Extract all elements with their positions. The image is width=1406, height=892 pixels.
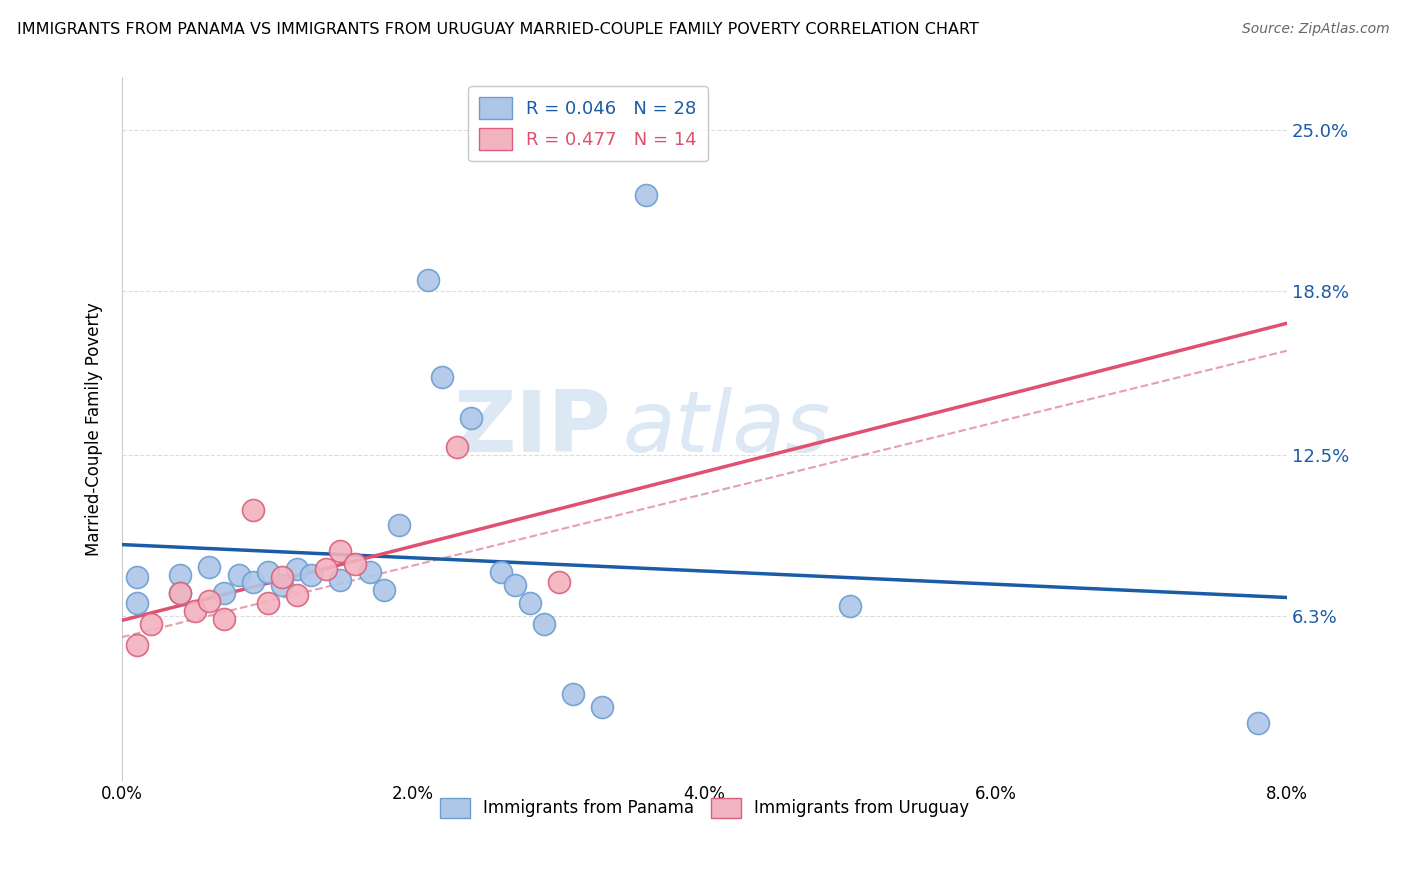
Point: [1246, 716, 1268, 731]
Point: [503, 578, 526, 592]
Point: [212, 586, 235, 600]
Point: [256, 596, 278, 610]
Point: [489, 565, 512, 579]
Legend: Immigrants from Panama, Immigrants from Uruguay: Immigrants from Panama, Immigrants from …: [433, 791, 976, 825]
Point: [198, 559, 221, 574]
Point: [271, 570, 294, 584]
Point: [228, 567, 250, 582]
Text: atlas: atlas: [623, 387, 831, 470]
Point: [242, 575, 264, 590]
Point: [519, 596, 541, 610]
Point: [184, 604, 207, 618]
Point: [169, 567, 191, 582]
Point: [329, 544, 352, 558]
Point: [141, 617, 163, 632]
Point: [839, 599, 862, 613]
Point: [547, 575, 569, 590]
Point: [212, 612, 235, 626]
Text: Source: ZipAtlas.com: Source: ZipAtlas.com: [1241, 22, 1389, 37]
Point: [562, 687, 585, 701]
Point: [359, 565, 381, 579]
Point: [432, 369, 454, 384]
Point: [329, 573, 352, 587]
Point: [592, 700, 614, 714]
Point: [242, 502, 264, 516]
Point: [125, 638, 148, 652]
Y-axis label: Married-Couple Family Poverty: Married-Couple Family Poverty: [86, 302, 103, 556]
Point: [460, 411, 482, 425]
Point: [285, 562, 308, 576]
Point: [315, 562, 337, 576]
Point: [388, 518, 411, 533]
Point: [271, 578, 294, 592]
Point: [169, 586, 191, 600]
Point: [416, 273, 439, 287]
Point: [533, 617, 555, 632]
Point: [198, 593, 221, 607]
Point: [299, 567, 322, 582]
Text: IMMIGRANTS FROM PANAMA VS IMMIGRANTS FROM URUGUAY MARRIED-COUPLE FAMILY POVERTY : IMMIGRANTS FROM PANAMA VS IMMIGRANTS FRO…: [17, 22, 979, 37]
Point: [636, 187, 658, 202]
Point: [373, 583, 395, 598]
Text: ZIP: ZIP: [454, 387, 612, 470]
Point: [256, 565, 278, 579]
Point: [343, 558, 366, 572]
Point: [285, 589, 308, 603]
Point: [125, 570, 148, 584]
Point: [446, 440, 468, 454]
Point: [169, 586, 191, 600]
Point: [125, 596, 148, 610]
